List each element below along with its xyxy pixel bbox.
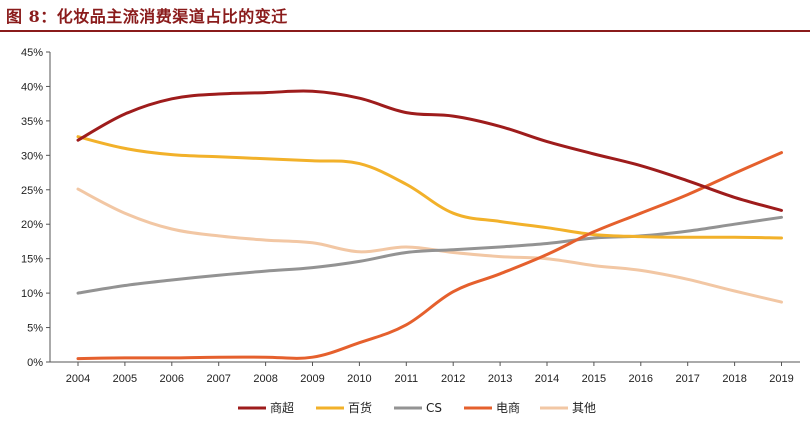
series-line-5 — [76, 187, 783, 304]
y-tick-label: 40% — [21, 81, 43, 93]
x-tick-label: 2013 — [488, 373, 512, 385]
series-line-4 — [76, 151, 783, 361]
y-tick-label: 25% — [21, 185, 43, 197]
y-tick-label: 20% — [21, 219, 43, 231]
y-tick-label: 10% — [21, 288, 43, 300]
title-divider — [0, 30, 810, 32]
x-tick-label: 2004 — [66, 373, 90, 385]
x-tick-label: 2012 — [441, 373, 465, 385]
chart-title: 图 8：化妆品主流消费渠道占比的变迁 — [6, 7, 288, 26]
x-tick-label: 2014 — [535, 373, 559, 385]
legend-label: CS — [426, 401, 442, 415]
x-tick-label: 2006 — [160, 373, 184, 385]
y-tick-label: 45% — [21, 47, 43, 59]
legend-label: 百货 — [348, 400, 372, 415]
x-tick-label: 2017 — [675, 373, 699, 385]
series-line-3 — [76, 215, 783, 295]
x-tick-label: 2007 — [206, 373, 230, 385]
legend: 商超 百货 CS 电商 其他 — [238, 400, 596, 415]
legend-label: 其他 — [572, 401, 596, 415]
chart-axes — [46, 51, 800, 366]
x-axis-tick-labels: 2004 2005 2006 2007 2008 2009 2010 2011 2012 2013… — [66, 373, 794, 385]
y-axis-tick-labels: 0% 5% 10% 15% 20% 25% 30% 35% 40% 45% — [21, 47, 43, 369]
series-line-1 — [76, 89, 783, 212]
y-tick-label: 5% — [27, 323, 43, 335]
legend-label: 商超 — [270, 400, 294, 415]
x-tick-label: 2018 — [722, 373, 746, 385]
legend-label: 电商 — [496, 400, 520, 415]
x-tick-label: 2019 — [769, 373, 793, 385]
x-tick-label: 2015 — [582, 373, 606, 385]
series-lines — [76, 89, 783, 361]
x-tick-label: 2005 — [113, 373, 137, 385]
y-tick-label: 35% — [21, 116, 43, 128]
y-tick-label: 0% — [27, 357, 43, 369]
x-tick-label: 2008 — [253, 373, 277, 385]
series-line-2 — [76, 135, 783, 240]
x-tick-label: 2009 — [300, 373, 324, 385]
x-tick-label: 2016 — [629, 373, 653, 385]
y-tick-label: 15% — [21, 254, 43, 266]
x-tick-label: 2010 — [347, 373, 371, 385]
y-tick-label: 30% — [21, 150, 43, 162]
x-tick-label: 2011 — [394, 373, 418, 385]
